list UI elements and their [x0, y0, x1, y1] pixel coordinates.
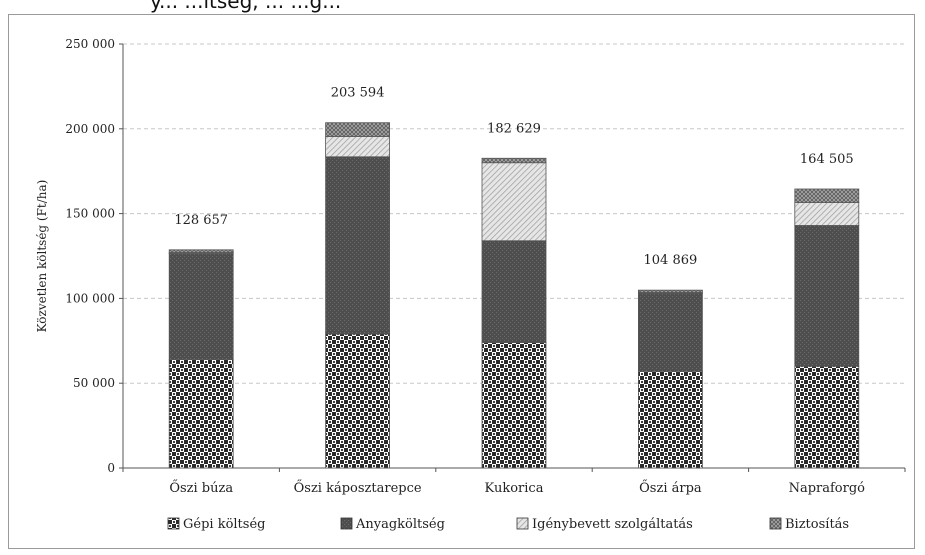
bar-segment [481, 157, 547, 164]
bar-segment [168, 249, 234, 253]
bar-segment [325, 156, 391, 335]
bar-segment [638, 289, 703, 293]
bar-total-label: 104 869 [644, 253, 698, 268]
y-tick-label: 200 000 [65, 122, 115, 136]
clipped-heading: y... ...ltség, ... ...g... [0, 0, 925, 16]
legend-label: Gépi költség [183, 517, 265, 532]
clipped-heading-text: y... ...ltség, ... ...g... [150, 0, 342, 13]
legend-swatch [167, 517, 180, 530]
bar-segment [794, 202, 860, 226]
bar-segment [794, 188, 860, 203]
bar-total-label: 128 657 [174, 213, 228, 228]
bar-total-label: 182 629 [487, 121, 541, 136]
bar-segment [168, 253, 234, 360]
y-axis-title: Közvetlen költség (Ft/ha) [35, 180, 49, 333]
y-tick-label: 0 [107, 461, 115, 475]
legend-swatch [516, 517, 529, 530]
bar-total-label: 203 594 [331, 86, 385, 101]
legend-swatch [769, 517, 782, 530]
bar-segment [325, 136, 391, 158]
bar-segment [638, 292, 703, 372]
legend-label: Anyagköltség [355, 517, 445, 532]
bar-segment [325, 122, 391, 137]
bar-total-label: 164 505 [800, 152, 854, 167]
y-tick-label: 50 000 [73, 376, 115, 390]
bar-segment [638, 370, 703, 469]
bar-segment [325, 333, 391, 469]
legend-label: Igénybevett szolgáltatás [532, 517, 693, 532]
x-category-label: Őszi árpa [639, 480, 702, 496]
bar-segment [794, 365, 860, 469]
y-tick-label: 250 000 [65, 37, 115, 51]
bar-segment [481, 162, 547, 242]
x-category-label: Őszi búza [169, 480, 233, 496]
legend-swatch [340, 517, 353, 530]
x-category-label: Kukorica [485, 481, 544, 496]
bar-segment [481, 240, 547, 343]
bar-segment [168, 359, 234, 469]
legend-label: Biztosítás [785, 517, 849, 532]
y-tick-label: 150 000 [65, 207, 115, 221]
x-category-label: Napraforgó [789, 481, 866, 496]
chart-frame [8, 14, 915, 549]
x-category-label: Őszi káposztarepce [294, 480, 422, 496]
bar-segment [794, 225, 860, 367]
bar-segment [481, 342, 547, 469]
y-tick-label: 100 000 [65, 291, 115, 305]
